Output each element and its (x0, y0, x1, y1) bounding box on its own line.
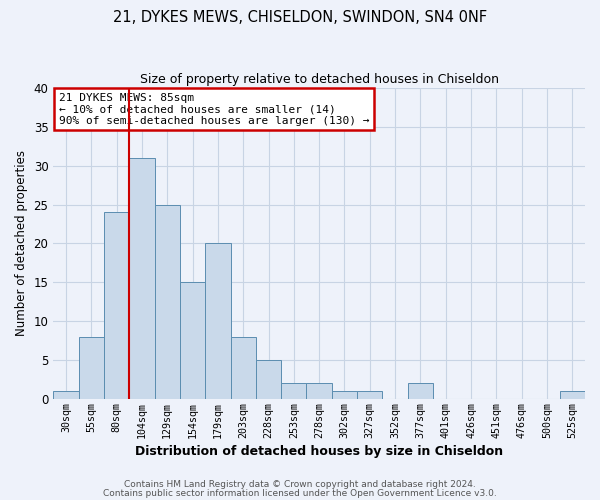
Bar (332, 391, 357, 399)
Text: 21, DYKES MEWS, CHISELDON, SWINDON, SN4 0NF: 21, DYKES MEWS, CHISELDON, SWINDON, SN4 … (113, 10, 487, 25)
Title: Size of property relative to detached houses in Chiseldon: Size of property relative to detached ho… (140, 72, 499, 86)
Text: 21 DYKES MEWS: 85sqm
← 10% of detached houses are smaller (14)
90% of semi-detac: 21 DYKES MEWS: 85sqm ← 10% of detached h… (59, 92, 369, 126)
Y-axis label: Number of detached properties: Number of detached properties (15, 150, 28, 336)
Bar (180, 282, 205, 399)
Bar (104, 212, 129, 399)
Bar (307, 383, 332, 399)
Bar (408, 383, 433, 399)
Text: Contains HM Land Registry data © Crown copyright and database right 2024.: Contains HM Land Registry data © Crown c… (124, 480, 476, 489)
Bar (357, 391, 382, 399)
Bar (256, 360, 281, 399)
Bar (155, 204, 180, 399)
Bar (560, 391, 585, 399)
Bar (281, 383, 307, 399)
X-axis label: Distribution of detached houses by size in Chiseldon: Distribution of detached houses by size … (135, 444, 503, 458)
Text: Contains public sector information licensed under the Open Government Licence v3: Contains public sector information licen… (103, 488, 497, 498)
Bar (129, 158, 155, 399)
Bar (230, 336, 256, 399)
Bar (79, 336, 104, 399)
Bar (53, 391, 79, 399)
Bar (205, 244, 230, 399)
